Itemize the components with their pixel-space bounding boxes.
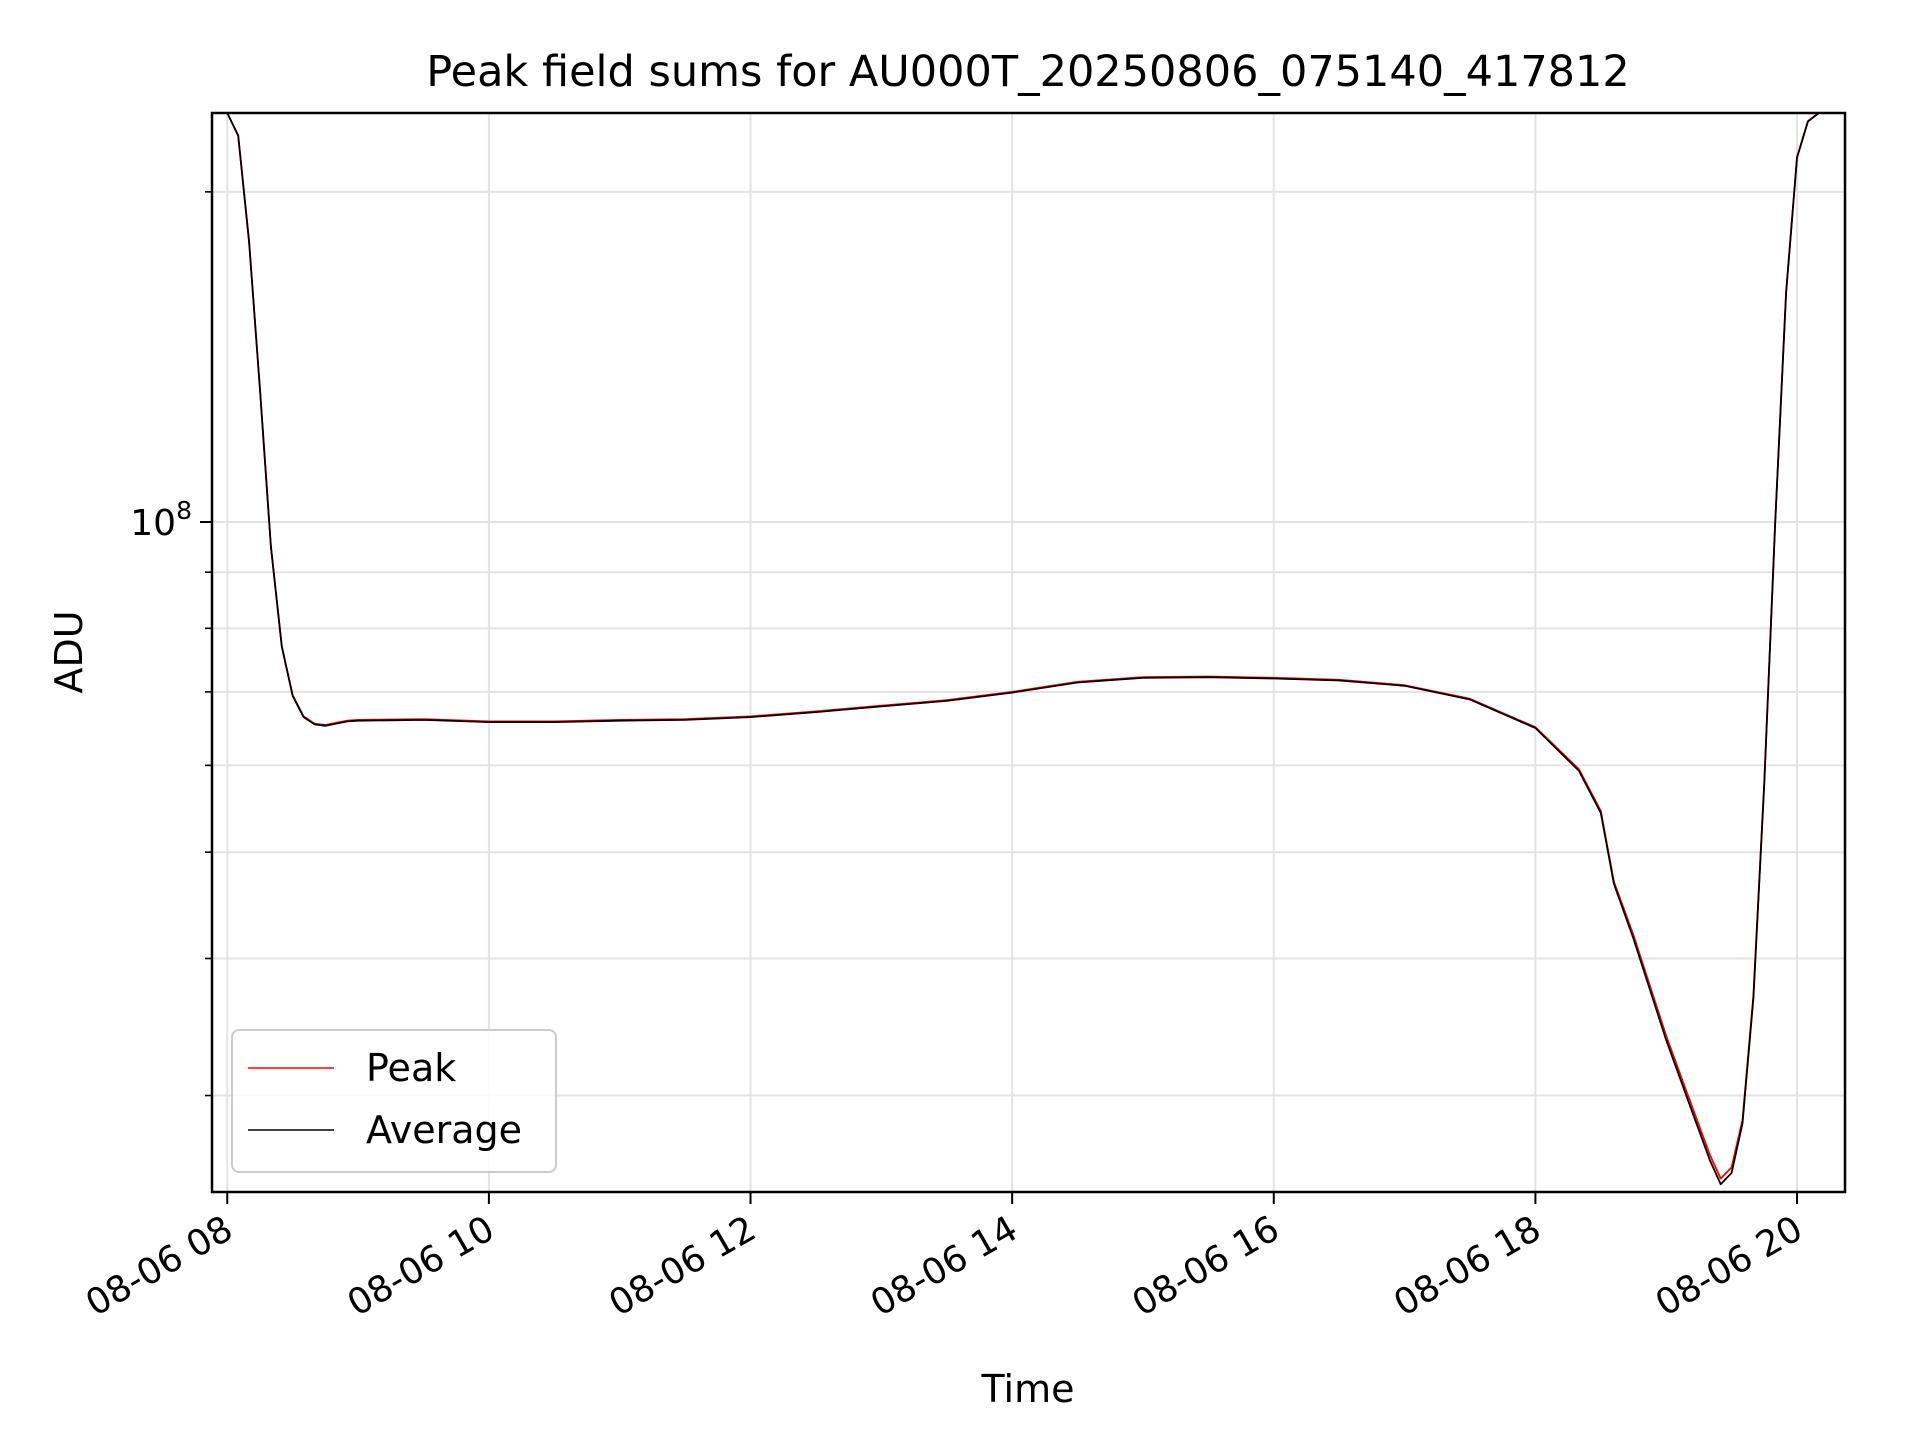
y-axis-label: ADU <box>47 610 91 693</box>
series-layer <box>226 112 1830 1186</box>
y-tick-label: 108 <box>130 496 192 544</box>
plot-frame <box>210 111 1847 1194</box>
chart-title: Peak field sums for AU000T_20250806_0751… <box>426 47 1630 97</box>
grid-layer <box>212 113 1845 1192</box>
legend-label-average: Average <box>366 1108 522 1152</box>
x-axis-label: Time <box>981 1367 1075 1411</box>
legend-label-peak: Peak <box>366 1046 456 1090</box>
series-line-average <box>226 112 1830 1186</box>
legend: Peak Average <box>231 1029 557 1173</box>
legend-box <box>231 1029 557 1173</box>
